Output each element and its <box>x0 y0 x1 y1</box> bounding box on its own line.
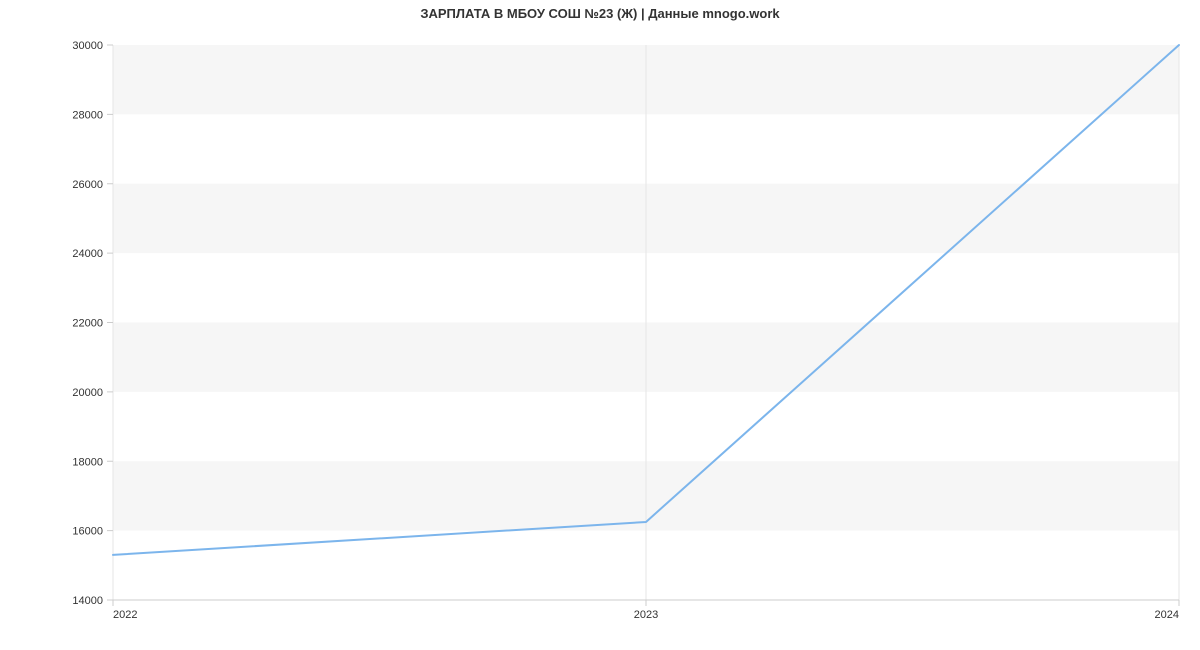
svg-text:30000: 30000 <box>72 40 103 52</box>
salary-line-chart: ЗАРПЛАТА В МБОУ СОШ №23 (Ж) | Данные mno… <box>0 0 1200 650</box>
svg-text:28000: 28000 <box>72 109 103 121</box>
chart-svg: 14000 16000 18000 20000 22000 24000 26000 28000… <box>0 0 1200 650</box>
svg-text:18000: 18000 <box>72 456 103 468</box>
svg-text:24000: 24000 <box>72 248 103 260</box>
chart-title: ЗАРПЛАТА В МБОУ СОШ №23 (Ж) | Данные mno… <box>0 6 1200 21</box>
svg-text:14000: 14000 <box>72 595 103 607</box>
svg-text:2023: 2023 <box>634 609 658 621</box>
svg-text:16000: 16000 <box>72 526 103 538</box>
svg-text:2024: 2024 <box>1155 609 1179 621</box>
svg-text:22000: 22000 <box>72 318 103 330</box>
svg-text:20000: 20000 <box>72 387 103 399</box>
svg-text:2022: 2022 <box>113 609 137 621</box>
svg-text:26000: 26000 <box>72 179 103 191</box>
